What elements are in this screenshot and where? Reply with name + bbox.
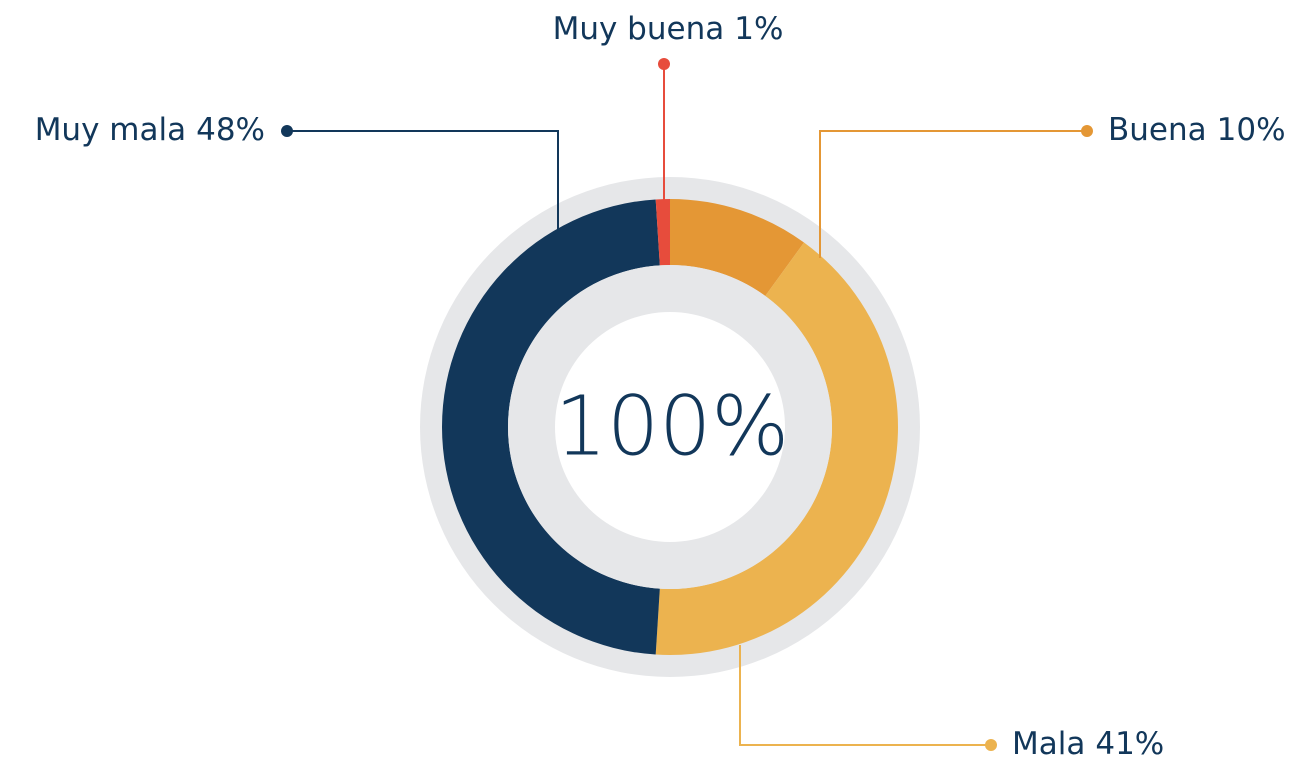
center-disc: [555, 312, 785, 542]
category-name: Muy mala: [35, 112, 186, 148]
slice-label: Buena 10%: [1108, 112, 1286, 148]
leader-dot: [281, 125, 293, 137]
slice: [655, 199, 670, 266]
leader-dot: [1081, 125, 1093, 137]
labels: Buena 10% Mala 41% Muy mala 48% Muy buena 1%: [35, 11, 1286, 758]
leader-dot: [658, 58, 670, 70]
category-name: Muy buena: [553, 11, 725, 47]
center-label: 100%: [555, 380, 789, 475]
slice-label: Mala 41%: [1012, 726, 1164, 758]
slice-label: Muy buena 1%: [553, 11, 784, 47]
leader-line: [819, 130, 1087, 258]
leader-line: [287, 130, 559, 230]
category-name: Buena: [1108, 112, 1207, 148]
value-label: 10%: [1217, 112, 1286, 148]
leader-line: [739, 645, 991, 746]
slice-label: Muy mala 48%: [35, 112, 265, 148]
arcs: [441, 199, 898, 655]
slice: [441, 199, 660, 655]
value-label: 48%: [196, 112, 265, 148]
value-label: 41%: [1095, 726, 1164, 758]
value-label: 1%: [734, 11, 783, 47]
slice: [655, 242, 898, 655]
category-name: Mala: [1012, 726, 1085, 758]
leader-dot: [985, 739, 997, 751]
slice: [670, 199, 805, 296]
